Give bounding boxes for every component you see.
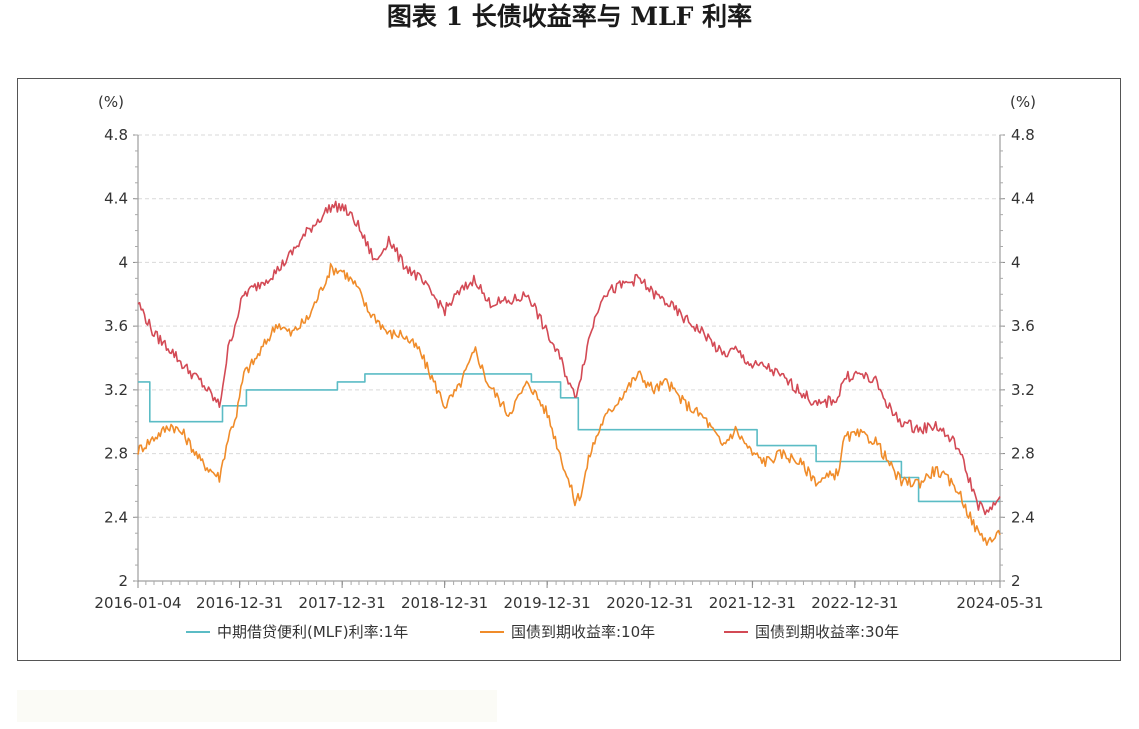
y-tick-label-right: 4.8: [1011, 126, 1035, 144]
x-tick-label: 2021-12-31: [709, 594, 796, 612]
y-tick-label-right: 2.8: [1011, 445, 1035, 463]
y-tick-label-left: 4: [118, 253, 128, 271]
y-tick-label-left: 2: [118, 572, 128, 590]
legend-label-3: 国债到期收益率:30年: [755, 623, 899, 641]
y-tick-label-left: 2.8: [104, 445, 128, 463]
series-line-2: [137, 263, 1001, 546]
x-tick-label: 2024-05-31: [956, 594, 1043, 612]
y-tick-label-left: 4.4: [104, 190, 128, 208]
x-tick-label: 2019-12-31: [504, 594, 591, 612]
y-unit-label-left: (%): [98, 93, 124, 111]
chart: 2 2 2.4 2.4 2.8 2.8 3.2 3.2 3.6 3.6 4 4 4.4 4.4 4.8 4.8…: [94, 93, 1043, 641]
chart-frame: 2 2 2.4 2.4 2.8 2.8 3.2 3.2 3.6 3.6 4 4 4.4 4.4 4.8 4.8…: [17, 78, 1121, 661]
x-tick-label: 2016-01-04: [94, 594, 181, 612]
y-tick-label-right: 3.2: [1011, 381, 1035, 399]
y-tick-label-left: 3.6: [104, 317, 128, 335]
x-tick-label: 2016-12-31: [196, 594, 283, 612]
x-tick-label: 2022-12-31: [811, 594, 898, 612]
x-tick-label: 2017-12-31: [299, 594, 386, 612]
y-tick-label-right: 4.4: [1011, 190, 1035, 208]
x-tick-label: 2020-12-31: [606, 594, 693, 612]
faded-footer-band: [17, 690, 497, 722]
y-tick-label-left: 2.4: [104, 508, 128, 526]
y-tick-label-right: 2.4: [1011, 508, 1035, 526]
legend-label-2: 国债到期收益率:10年: [511, 623, 655, 641]
y-tick-label-right: 2: [1011, 572, 1021, 590]
page-title: 图表 1 长债收益率与 MLF 利率: [386, 2, 753, 31]
y-unit-label-right: (%): [1010, 93, 1036, 111]
series-line-1: [138, 373, 1000, 503]
y-tick-label-left: 3.2: [104, 381, 128, 399]
y-tick-label-right: 3.6: [1011, 317, 1035, 335]
y-tick-label-left: 4.8: [104, 126, 128, 144]
x-tick-label: 2018-12-31: [401, 594, 488, 612]
legend-label-1: 中期借贷便利(MLF)利率:1年: [217, 623, 408, 641]
series-line-3: [137, 200, 1001, 516]
y-tick-label-right: 4: [1011, 253, 1021, 271]
